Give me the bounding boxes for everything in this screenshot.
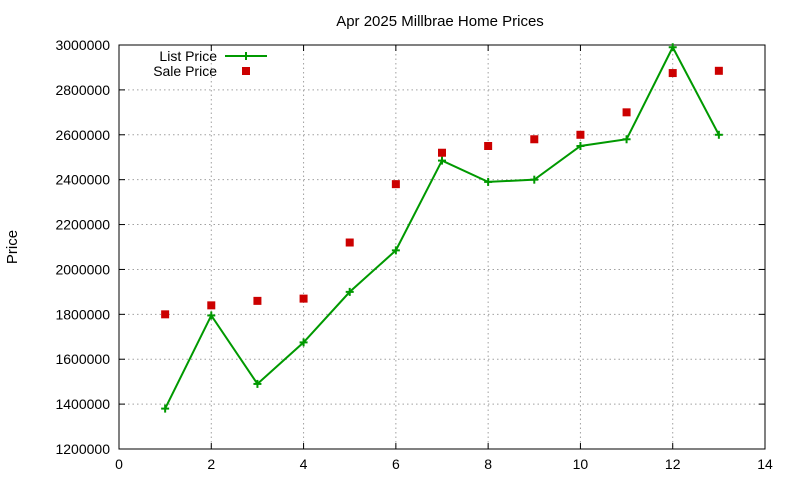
y-tick-label: 1400000	[55, 396, 110, 412]
x-tick-label: 2	[207, 456, 215, 472]
list-price-point	[622, 135, 631, 144]
x-tick-label: 0	[115, 456, 123, 472]
y-axis-label: Price	[4, 230, 21, 264]
list-price-point	[391, 246, 400, 255]
x-tick-label: 8	[484, 456, 492, 472]
list-price-point	[207, 311, 216, 320]
legend-label-sale-price: Sale Price	[153, 63, 217, 79]
list-price-point	[484, 177, 493, 186]
sale-price-point	[345, 238, 354, 247]
sale-price-point	[668, 69, 677, 78]
y-tick-label: 3000000	[55, 37, 110, 53]
y-tick-label: 2200000	[55, 217, 110, 233]
sale-price-point	[299, 294, 308, 303]
y-tick-label: 1200000	[55, 441, 110, 457]
sale-price-point	[438, 148, 446, 157]
y-tick-label: 2400000	[55, 172, 110, 188]
y-tick-label: 1600000	[55, 351, 110, 367]
sale-price-point	[484, 142, 493, 150]
grid	[119, 45, 765, 449]
sale-price-point	[207, 301, 216, 310]
list-price-point	[345, 287, 354, 296]
x-tick-label: 6	[392, 456, 400, 472]
list-price-point	[253, 379, 262, 388]
sale-price-point	[714, 66, 723, 75]
legend-label-list-price: List Price	[159, 48, 217, 64]
sale-price-point	[576, 130, 585, 139]
y-tick-label: 2600000	[55, 127, 110, 143]
legend-marker-list-price	[242, 52, 250, 60]
plot-frame	[118, 44, 766, 450]
axis-ticks: 0 2 4 6 8 10 12 14 1200000 1400000 1600000 1800000 2…	[55, 37, 773, 472]
y-tick-label: 2000000	[55, 261, 110, 277]
list-price-point	[161, 404, 170, 413]
list-price-point	[668, 43, 677, 52]
series-layer	[161, 43, 723, 413]
chart-title: Apr 2025 Millbrae Home Prices	[336, 13, 544, 30]
list-price-line	[164, 45, 720, 410]
list-price-point	[299, 338, 308, 347]
x-tick-label: 12	[665, 456, 681, 472]
sale-price-point	[161, 310, 170, 319]
y-tick-label: 2800000	[55, 82, 110, 98]
y-tick-label: 1800000	[55, 306, 110, 322]
sale-price-point	[530, 135, 539, 144]
sale-price-point	[391, 180, 400, 189]
x-tick-label: 10	[573, 456, 589, 472]
list-price-point	[438, 156, 446, 165]
list-price-point	[530, 175, 539, 184]
x-tick-label: 14	[757, 456, 773, 472]
x-tick-label: 4	[300, 456, 308, 472]
sale-price-point	[622, 108, 631, 117]
list-price-point	[576, 142, 585, 150]
list-price-point	[714, 130, 723, 139]
sale-price-point	[253, 296, 262, 305]
legend-marker-sale-price	[242, 67, 250, 75]
